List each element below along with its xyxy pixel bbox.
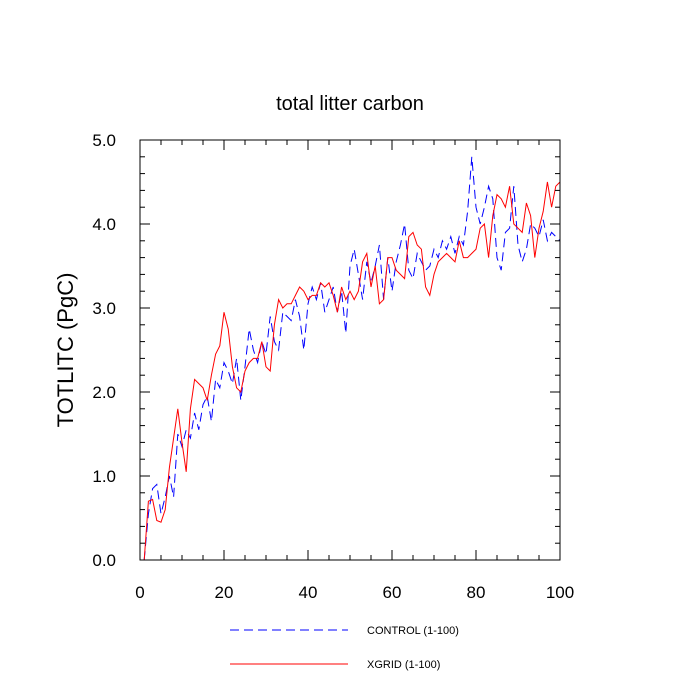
y-tick-label: 2.0 [92,383,116,402]
x-tick-label: 20 [215,583,234,602]
legend: CONTROL (1-100) XGRID (1-100) [230,625,459,671]
legend-label-1: CONTROL (1-100) [367,625,459,637]
x-tick-label: 80 [467,583,486,602]
legend-label-2: XGRID (1-100) [367,659,440,671]
x-tick-label: 40 [299,583,318,602]
plot-frame [139,139,561,561]
series-lines [143,156,561,561]
y-tick-label: 3.0 [92,299,116,318]
series-line-1 [143,156,561,561]
y-axis-label: TOTLITC (PgC) [53,273,78,428]
x-tick-label: 60 [383,583,402,602]
y-tick-label: 0.0 [92,551,116,570]
y-tick-label: 4.0 [92,215,116,234]
axis-ticks: 0 20 40 60 80 100 0.0 1.0 2.0 3.0 4.0 5.0 [92,131,574,602]
y-tick-label: 5.0 [92,131,116,150]
x-tick-label: 0 [135,583,144,602]
x-tick-label: 100 [546,583,574,602]
chart-title: total litter carbon [276,93,424,115]
series-line-2 [143,181,561,561]
y-tick-label: 1.0 [92,467,116,486]
